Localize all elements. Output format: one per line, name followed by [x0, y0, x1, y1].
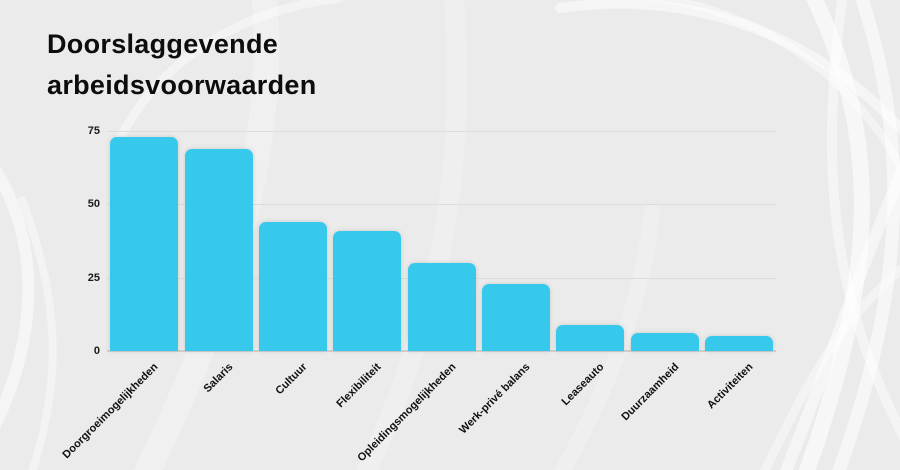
- bar: [184, 148, 253, 351]
- bar: [481, 283, 550, 351]
- bar: [630, 333, 699, 351]
- bar: [110, 136, 179, 351]
- bar: [704, 336, 773, 351]
- chart-title-line1: Doorslaggevende: [47, 29, 279, 59]
- gridline-75: [107, 131, 776, 132]
- x-axis-line: [107, 350, 776, 352]
- chart-title-line2: arbeidsvoorwaarden: [47, 70, 317, 100]
- gridline-50: [107, 204, 776, 206]
- bar: [258, 221, 327, 351]
- bar: [556, 324, 625, 351]
- bar: [333, 230, 402, 351]
- y-axis-tick-label-0: 0: [93, 345, 100, 357]
- y-axis-tick-label-75: 75: [87, 125, 100, 137]
- bar: [407, 263, 476, 351]
- y-axis-tick-label-25: 25: [87, 271, 100, 284]
- y-axis-tick-label-50: 50: [87, 198, 100, 211]
- chart-title: Doorslaggevende arbeidsvoorwaarden: [47, 24, 317, 106]
